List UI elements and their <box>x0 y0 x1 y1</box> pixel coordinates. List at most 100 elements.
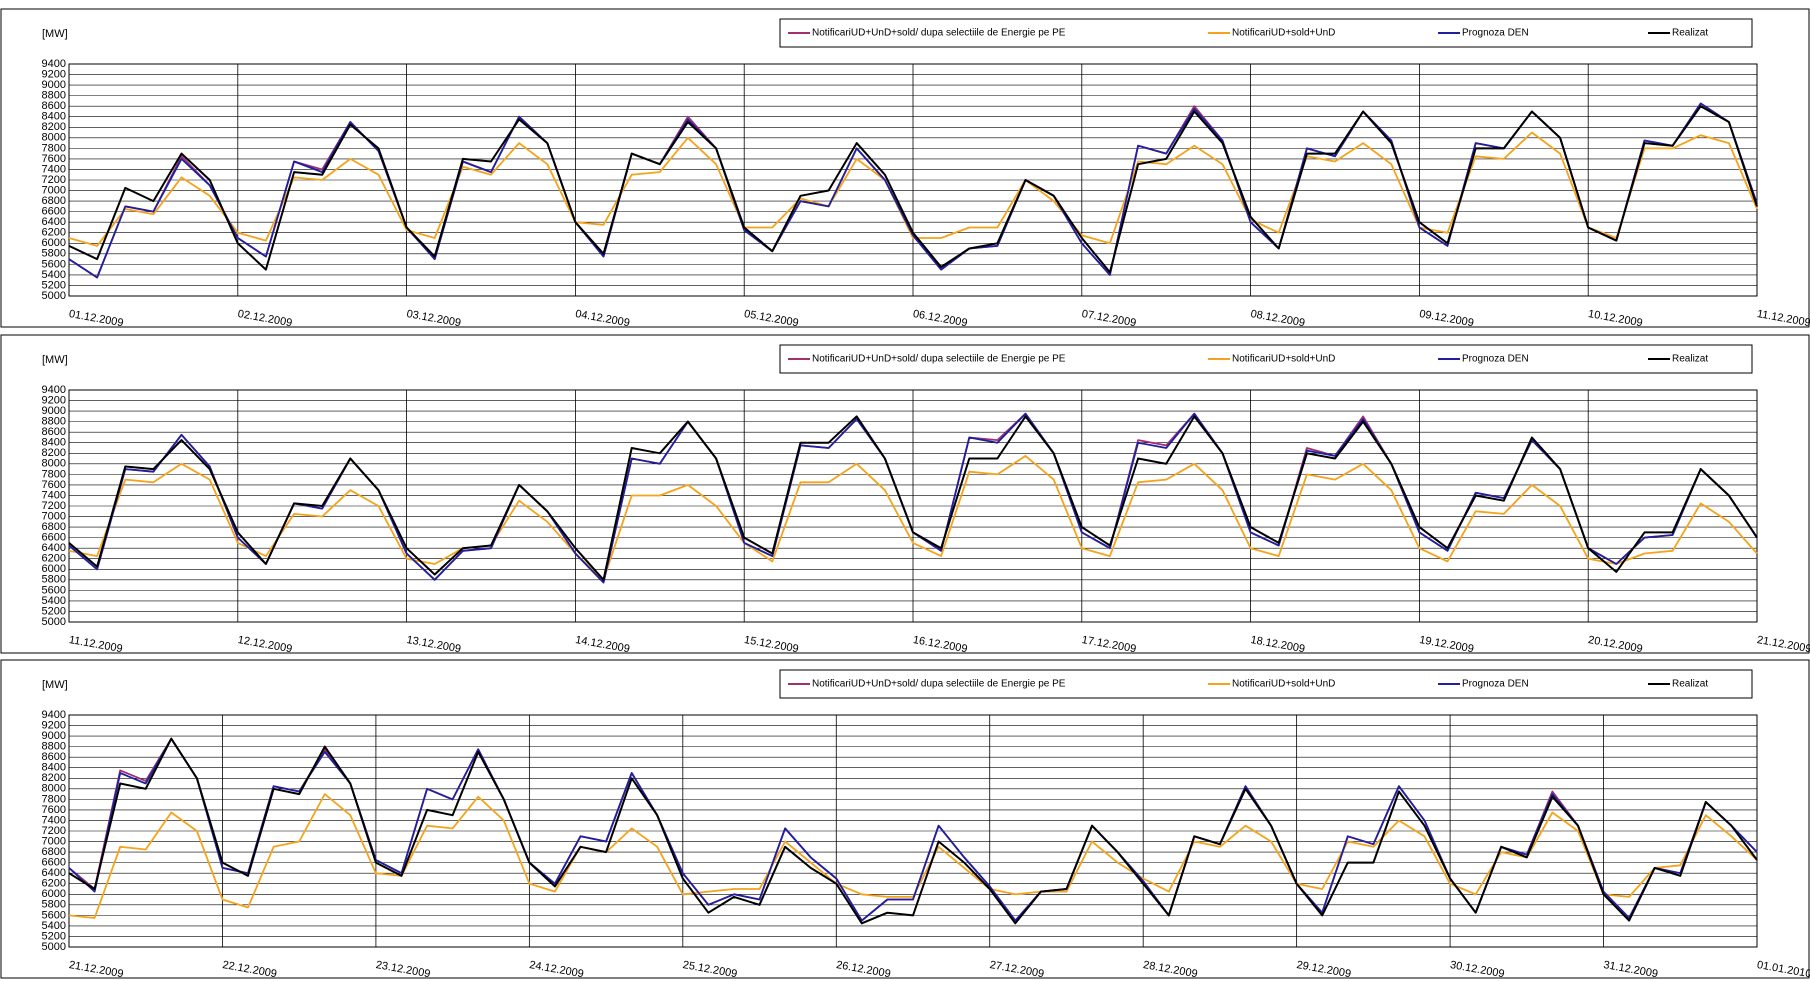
y-tick-label: 5800 <box>42 574 66 586</box>
y-tick-label: 5600 <box>42 909 66 921</box>
y-tick-label: 5600 <box>42 258 66 270</box>
y-tick-label: 8000 <box>42 132 66 144</box>
y-tick-label: 5600 <box>42 584 66 596</box>
y-tick-label: 8200 <box>42 121 66 133</box>
series-line <box>68 131 1758 247</box>
y-tick-label: 6000 <box>42 888 66 900</box>
chart-panel: [MW] 500052005400560058006000620064006600… <box>0 334 1810 655</box>
y-tick-label: 5200 <box>42 930 66 942</box>
plot-frame <box>68 63 1758 297</box>
y-tick-label: 6600 <box>42 206 66 218</box>
y-tick-label: 6400 <box>42 542 66 554</box>
y-tick-label: 6600 <box>42 532 66 544</box>
y-tick-label: 6200 <box>42 553 66 565</box>
y-tick-label: 7800 <box>42 468 66 480</box>
y-tick-label: 9200 <box>42 394 66 406</box>
y-tick-label: 5200 <box>42 279 66 291</box>
y-tick-label: 6200 <box>42 878 66 890</box>
y-tick-label: 8400 <box>42 437 66 449</box>
y-tick-label: 6200 <box>42 227 66 239</box>
y-tick-label: 9400 <box>42 709 66 721</box>
y-tick-label: 8200 <box>42 447 66 459</box>
y-tick-label: 7800 <box>42 142 66 154</box>
legend-label: NotificariUD+sold+UnD <box>1232 28 1335 39</box>
chart-panel: [MW] 500052005400560058006000620064006600… <box>0 659 1810 980</box>
y-tick-label: 9200 <box>42 719 66 731</box>
series-line <box>68 737 1758 925</box>
y-tick-label: 8800 <box>42 416 66 428</box>
y-tick-label: 7000 <box>42 184 66 196</box>
panel-frame <box>0 8 1810 328</box>
y-tick-label: 5000 <box>42 941 66 953</box>
y-tick-label: 8800 <box>42 741 66 753</box>
y-tick-label: 8400 <box>42 762 66 774</box>
series-line <box>68 105 1758 274</box>
y-tick-label: 6600 <box>42 857 66 869</box>
y-tick-label: 6000 <box>42 563 66 575</box>
chart-panel: [MW] 500052005400560058006000620064006600… <box>0 8 1810 329</box>
y-tick-label: 7200 <box>42 500 66 512</box>
legend-label: Realizat <box>1672 28 1708 39</box>
y-axis-label: [MW] <box>42 679 68 691</box>
legend-label: NotificariUD+sold+UnD <box>1232 679 1335 690</box>
legend-label: Prognoza DEN <box>1462 679 1529 690</box>
y-tick-label: 5000 <box>42 290 66 302</box>
y-tick-label: 7200 <box>42 825 66 837</box>
y-tick-label: 6800 <box>42 846 66 858</box>
plot-frame <box>68 714 1758 948</box>
y-axis-label: [MW] <box>42 28 68 40</box>
y-tick-label: 8400 <box>42 111 66 123</box>
legend-label: Realizat <box>1672 354 1708 365</box>
y-tick-label: 9000 <box>42 730 66 742</box>
y-tick-label: 7200 <box>42 174 66 186</box>
legend-label: NotificariUD+UnD+sold/ dupa selectiile d… <box>812 354 1066 365</box>
y-tick-label: 5000 <box>42 616 66 628</box>
legend-box <box>779 669 1753 699</box>
y-tick-label: 9000 <box>42 405 66 417</box>
y-tick-label: 5400 <box>42 269 66 281</box>
y-tick-label: 6800 <box>42 195 66 207</box>
y-tick-label: 7400 <box>42 814 66 826</box>
y-tick-label: 6000 <box>42 237 66 249</box>
y-tick-label: 7600 <box>42 804 66 816</box>
y-tick-label: 5800 <box>42 899 66 911</box>
y-tick-label: 7000 <box>42 835 66 847</box>
y-tick-label: 8000 <box>42 458 66 470</box>
y-tick-label: 5400 <box>42 595 66 607</box>
y-tick-label: 8000 <box>42 783 66 795</box>
y-tick-label: 5200 <box>42 605 66 617</box>
series-line <box>68 454 1758 581</box>
panel-frame <box>0 659 1810 979</box>
plot-frame <box>68 389 1758 623</box>
y-tick-label: 8200 <box>42 772 66 784</box>
y-tick-label: 7400 <box>42 489 66 501</box>
series-line <box>68 102 1758 279</box>
y-tick-label: 9200 <box>42 68 66 80</box>
panel-frame <box>0 334 1810 654</box>
legend-label: Realizat <box>1672 679 1708 690</box>
y-tick-label: 8800 <box>42 90 66 102</box>
y-axis-label: [MW] <box>42 354 68 366</box>
legend-label: Prognoza DEN <box>1462 28 1529 39</box>
y-tick-label: 9400 <box>42 384 66 396</box>
legend-label: Prognoza DEN <box>1462 354 1529 365</box>
y-tick-label: 9400 <box>42 58 66 70</box>
y-tick-label: 8600 <box>42 426 66 438</box>
y-tick-label: 9000 <box>42 79 66 91</box>
series-line <box>68 415 1758 581</box>
y-tick-label: 8600 <box>42 100 66 112</box>
legend-label: NotificariUD+UnD+sold/ dupa selectiile d… <box>812 679 1066 690</box>
legend-label: NotificariUD+UnD+sold/ dupa selectiile d… <box>812 28 1066 39</box>
y-tick-label: 6400 <box>42 216 66 228</box>
y-tick-label: 8600 <box>42 751 66 763</box>
legend-box <box>779 18 1753 48</box>
y-tick-label: 6400 <box>42 867 66 879</box>
y-tick-label: 7000 <box>42 510 66 522</box>
y-tick-label: 5400 <box>42 920 66 932</box>
y-tick-label: 7800 <box>42 793 66 805</box>
y-tick-label: 7400 <box>42 163 66 175</box>
y-tick-label: 7600 <box>42 153 66 165</box>
legend-label: NotificariUD+sold+UnD <box>1232 354 1335 365</box>
y-tick-label: 7600 <box>42 479 66 491</box>
